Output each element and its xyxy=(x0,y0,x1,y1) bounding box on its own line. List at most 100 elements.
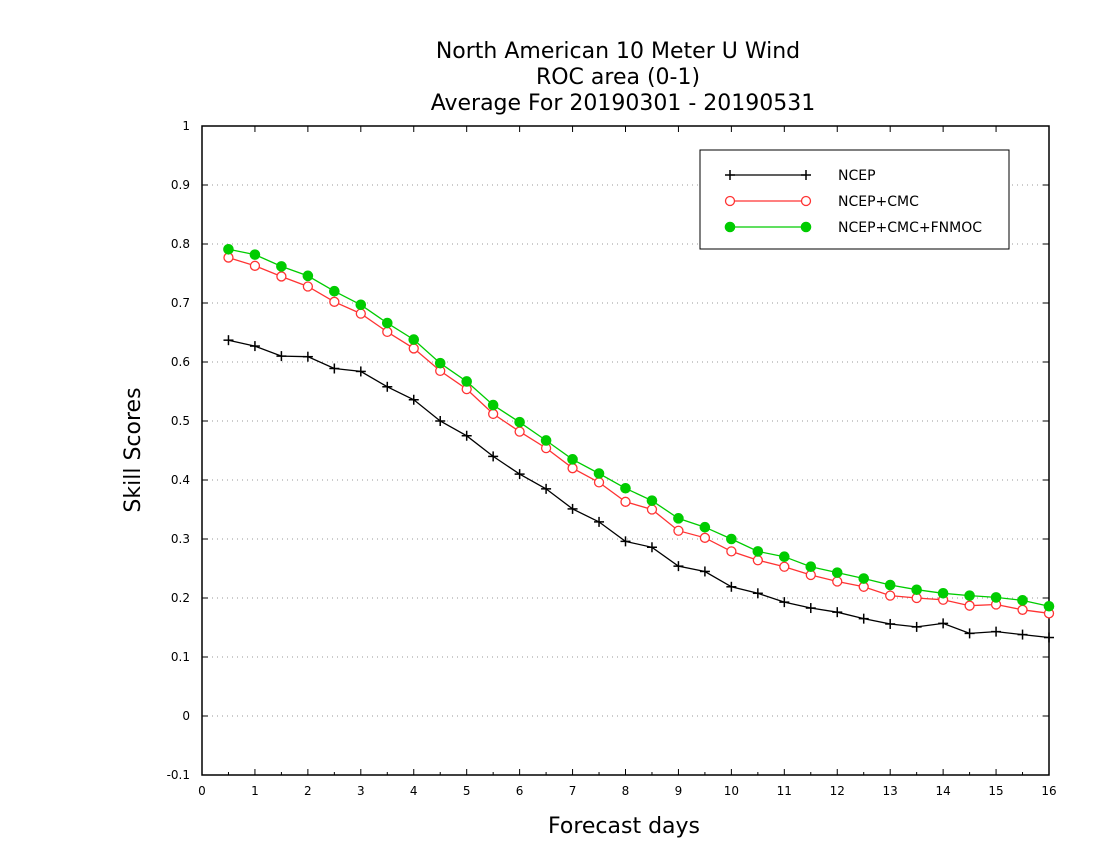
data-point xyxy=(858,573,870,584)
data-point xyxy=(355,308,366,319)
data-point xyxy=(567,454,578,465)
legend-marker-end xyxy=(800,221,812,233)
y-tick-label: 1 xyxy=(182,119,190,133)
data-point xyxy=(408,343,419,354)
x-tick-label: 6 xyxy=(516,784,524,798)
data-point xyxy=(249,249,261,260)
y-tick-label: 0.8 xyxy=(171,237,190,251)
data-point xyxy=(541,483,552,494)
data-point xyxy=(329,363,340,374)
x-tick-label: 14 xyxy=(935,784,950,798)
data-point xyxy=(302,281,314,292)
x-tick-label: 16 xyxy=(1041,784,1056,798)
data-point xyxy=(276,261,287,272)
data-point xyxy=(382,326,393,338)
data-point xyxy=(567,503,578,514)
legend-label: NCEP+CMC+FNMOC xyxy=(838,220,982,236)
data-point xyxy=(885,590,896,601)
data-point xyxy=(832,576,843,587)
series-group xyxy=(223,244,1055,643)
data-point xyxy=(726,546,737,557)
data-point xyxy=(1017,604,1028,615)
y-tick-label: 0.5 xyxy=(171,414,190,428)
legend-entry: NCEP+CMC xyxy=(724,194,919,210)
data-point xyxy=(726,533,737,545)
data-point xyxy=(964,628,975,639)
data-point xyxy=(514,469,525,480)
data-point xyxy=(699,566,710,577)
x-tick-label: 12 xyxy=(830,784,845,798)
x-tick-label: 7 xyxy=(569,784,577,798)
chart-title-line-1: North American 10 Meter U Wind xyxy=(436,39,800,64)
y-axis-label: Skill Scores xyxy=(121,387,146,512)
data-point xyxy=(540,435,552,446)
x-tick-label: 9 xyxy=(675,784,683,798)
data-point xyxy=(488,451,499,462)
data-point xyxy=(461,376,472,387)
data-point xyxy=(805,603,816,614)
data-point xyxy=(911,584,922,596)
legend-entry: NCEP+CMC+FNMOC xyxy=(724,220,982,236)
data-point xyxy=(488,408,499,420)
data-point xyxy=(487,399,499,411)
data-point xyxy=(673,525,684,536)
data-point xyxy=(752,588,763,599)
legend-label: NCEP xyxy=(838,168,876,184)
y-tick-label: 0.3 xyxy=(171,532,190,546)
data-point xyxy=(276,351,287,362)
data-point xyxy=(779,551,790,563)
x-tick-label: 5 xyxy=(463,784,471,798)
data-point xyxy=(593,477,605,488)
x-tick-label: 1 xyxy=(251,784,259,798)
data-point xyxy=(885,618,896,629)
data-point xyxy=(408,394,419,405)
chart-title-line-2: ROC area (0-1) xyxy=(536,65,700,90)
x-axis-label: Forecast days xyxy=(548,814,700,839)
data-point xyxy=(329,285,340,297)
x-tick-label: 8 xyxy=(622,784,630,798)
legend-label: NCEP+CMC xyxy=(838,194,919,210)
y-tick-label: 0.7 xyxy=(171,296,190,310)
data-point xyxy=(329,296,340,307)
data-point xyxy=(620,536,631,547)
legend-marker-end xyxy=(801,170,811,180)
data-point xyxy=(355,366,366,377)
data-point xyxy=(355,299,367,311)
data-point xyxy=(858,613,869,624)
data-point xyxy=(408,334,420,345)
x-tick-label: 13 xyxy=(883,784,898,798)
data-point xyxy=(302,351,313,362)
x-tick-label: 0 xyxy=(198,784,206,798)
x-tick-label: 11 xyxy=(777,784,792,798)
chart-title-line-3: Average For 20190301 - 20190531 xyxy=(431,91,816,116)
data-point xyxy=(831,567,843,578)
data-point xyxy=(434,357,446,369)
plot-frame xyxy=(201,125,1050,776)
data-point xyxy=(435,416,446,426)
data-point xyxy=(1017,595,1028,606)
y-tick-label: 0.9 xyxy=(171,178,190,192)
legend-marker-end xyxy=(800,195,812,207)
data-point xyxy=(964,590,975,601)
y-tick-label: 0.1 xyxy=(171,650,190,664)
y-tick-label: 0.2 xyxy=(171,591,190,605)
data-point xyxy=(911,621,922,632)
data-point xyxy=(646,495,658,506)
data-point xyxy=(779,597,790,608)
data-point xyxy=(699,532,711,543)
y-tick-label: 0.4 xyxy=(171,473,190,487)
x-tick-label: 4 xyxy=(410,784,418,798)
x-tick-label: 3 xyxy=(357,784,365,798)
legend-box xyxy=(699,149,1010,250)
data-point xyxy=(990,592,1002,603)
data-point xyxy=(884,579,896,591)
data-point xyxy=(752,546,764,557)
data-point xyxy=(594,516,605,527)
data-point xyxy=(1044,632,1054,643)
data-point xyxy=(832,607,843,618)
data-point xyxy=(937,587,949,599)
data-point xyxy=(805,561,817,573)
data-point xyxy=(382,381,393,392)
